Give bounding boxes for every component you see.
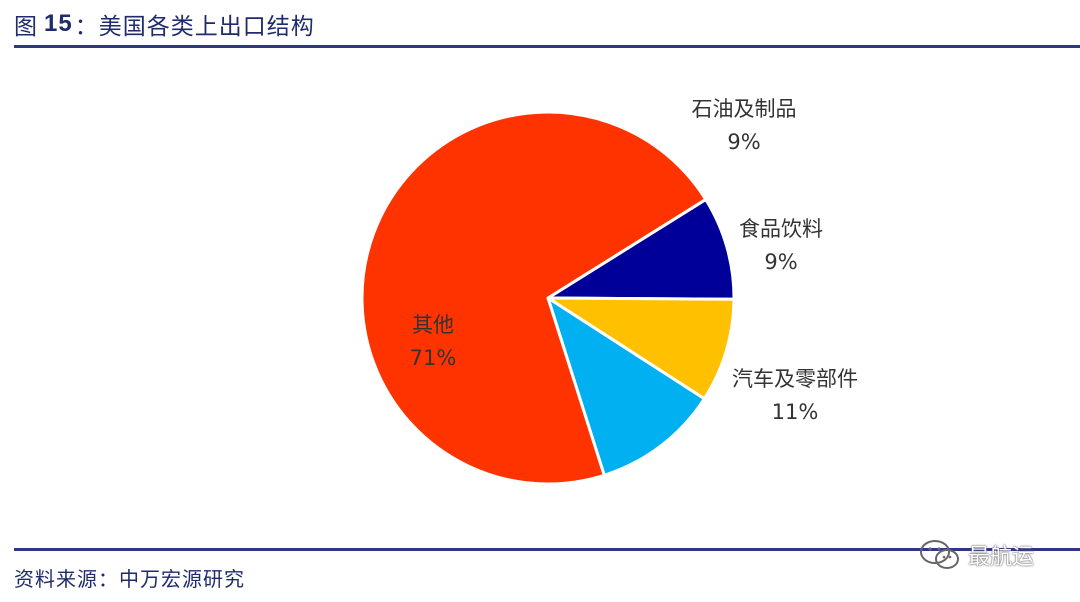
slice-value-label: 9% — [764, 250, 797, 274]
pie-slice — [546, 296, 736, 401]
pie-slice — [546, 296, 706, 477]
slice-label: 其他 — [412, 313, 454, 337]
watermark-text: 最航运 — [968, 545, 1035, 570]
figure-number: 15 — [44, 10, 73, 37]
pie-chart: 石油及制品 9% 食品饮料 9% 汽车及零部件 11% 其他 71% — [0, 48, 1080, 548]
watermark: 最航运 — [918, 537, 1034, 573]
slice-label: 石油及制品 — [692, 97, 797, 121]
pie-chart-svg: 石油及制品 9% 食品饮料 9% 汽车及零部件 11% 其他 71% — [360, 97, 858, 486]
top-rule — [14, 45, 1080, 48]
pie-slice — [546, 197, 736, 301]
bottom-rule — [14, 548, 1080, 551]
slice-label: 食品饮料 — [739, 217, 823, 241]
source-note: 资料来源：中万宏源研究 — [14, 567, 245, 591]
slice-value-label: 71% — [410, 346, 457, 370]
wechat-icon — [920, 540, 959, 569]
slice-value-label: 11% — [772, 400, 819, 424]
pie-labels: 石油及制品 9% 食品饮料 9% 汽车及零部件 11% 其他 71% — [410, 97, 858, 424]
pie-slices — [360, 110, 736, 486]
slice-label: 汽车及零部件 — [732, 367, 858, 391]
pie-slice — [360, 110, 708, 486]
slice-value-label: 9% — [727, 130, 760, 154]
figure-title: 图 15 ：美国各类上出口结构 — [14, 6, 315, 42]
figure-title-text: ：美国各类上出口结构 — [74, 14, 315, 40]
figure-prefix: 图 — [14, 14, 38, 40]
